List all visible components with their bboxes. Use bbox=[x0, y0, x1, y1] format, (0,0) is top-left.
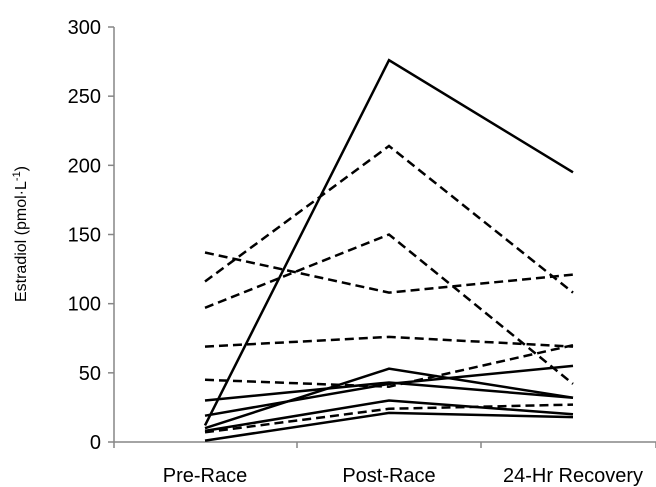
y-tick-label: 0 bbox=[90, 432, 101, 454]
solid-series-line-6 bbox=[204, 411, 574, 442]
y-axis-label-close: ) bbox=[13, 166, 30, 171]
x-category-label: 24-Hr Recovery bbox=[503, 465, 643, 487]
y-tick-label: 100 bbox=[68, 294, 101, 316]
dashed-series-line-11 bbox=[204, 343, 574, 388]
axes bbox=[113, 27, 656, 443]
dashed-series-line-9 bbox=[204, 233, 574, 385]
y-axis-label-main: Estradiol (pmol bbox=[13, 195, 30, 302]
y-tick-label: 300 bbox=[68, 17, 101, 39]
y-tick-label: 250 bbox=[68, 86, 101, 108]
dashed-series-line-12 bbox=[204, 403, 574, 434]
y-tick-label: 50 bbox=[79, 363, 101, 385]
y-axis-label: Estradiol (pmol·L-1) bbox=[11, 166, 30, 302]
y-ticks: 0 50 100 150 200 250 300 bbox=[68, 17, 114, 454]
x-category-label: Post-Race bbox=[342, 465, 435, 487]
y-axis-label-dot: · bbox=[13, 190, 30, 195]
y-tick-label: 150 bbox=[68, 225, 101, 247]
x-category-label: Pre-Race bbox=[163, 465, 247, 487]
dashed-series-line-10 bbox=[204, 335, 574, 348]
solid-series-line-5 bbox=[204, 399, 574, 433]
y-axis-label-unit: L bbox=[13, 181, 30, 190]
solid-series-line-4 bbox=[204, 367, 574, 430]
dashed-series-line-7 bbox=[204, 144, 574, 294]
dashed-series-line-8 bbox=[204, 251, 574, 294]
solid-series-line-1 bbox=[203, 58, 574, 426]
solid-series-line-2 bbox=[204, 381, 574, 402]
series-lines bbox=[203, 58, 574, 442]
x-ticks: Pre-Race Post-Race 24-Hr Recovery bbox=[113, 442, 656, 487]
solid-series-line-3 bbox=[204, 364, 574, 417]
y-tick-label: 200 bbox=[68, 155, 101, 177]
y-axis-label-sup: -1 bbox=[11, 171, 23, 181]
